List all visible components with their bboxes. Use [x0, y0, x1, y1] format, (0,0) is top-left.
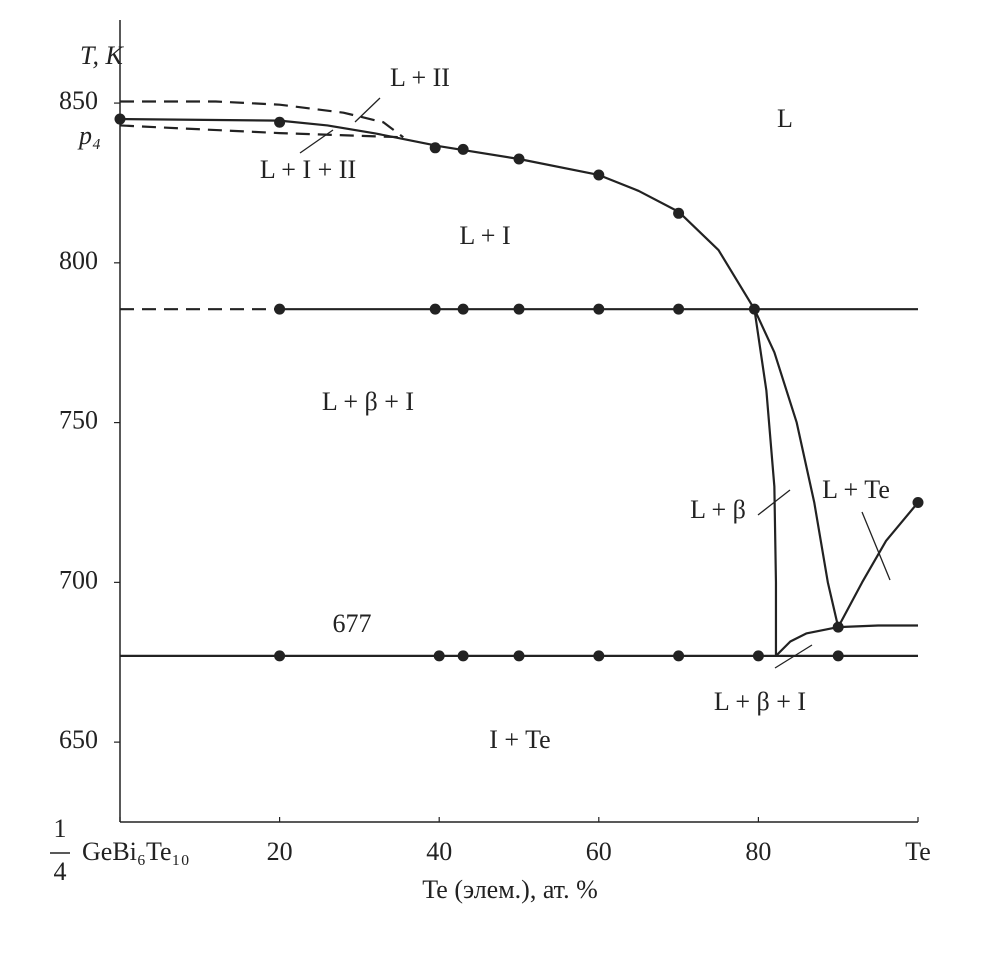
fraction-numerator: 1	[54, 814, 67, 843]
region-label: L + β + I	[714, 687, 806, 716]
phase-boundary	[120, 100, 404, 139]
fraction-denominator: 4	[54, 857, 67, 886]
x-tick-label: 60	[586, 837, 612, 866]
region-label: L + β	[690, 495, 746, 524]
phase-boundary	[775, 624, 918, 657]
data-point	[752, 650, 764, 662]
x-axis-label: Te (элем.), ат. %	[422, 875, 598, 904]
leader-lines	[299, 97, 891, 669]
data-point	[433, 650, 445, 662]
data-point	[457, 143, 469, 155]
data-point	[593, 169, 605, 181]
region-label: L	[777, 104, 793, 133]
phase-boundary	[119, 124, 404, 139]
y-tick-label: 850	[59, 86, 98, 115]
data-point	[274, 116, 286, 128]
leader-line	[354, 97, 381, 123]
x-tick-label: 40	[426, 837, 452, 866]
data-point	[429, 142, 441, 154]
data-point	[513, 303, 525, 315]
region-label: L + II	[390, 63, 450, 92]
data-point	[593, 650, 605, 662]
phase-boundary	[753, 308, 840, 628]
data-point	[912, 496, 924, 508]
data-point	[274, 650, 286, 662]
phase-boundary	[837, 501, 919, 628]
data-point	[673, 650, 685, 662]
region-label: 677	[333, 609, 372, 638]
region-label: L + β + I	[322, 387, 414, 416]
data-point	[114, 113, 126, 125]
x-tick-label: 20	[267, 837, 293, 866]
y-tick-label: 700	[59, 565, 98, 594]
data-point	[673, 303, 685, 315]
phase-boundary	[119, 117, 756, 310]
leader-line	[861, 511, 891, 581]
data-point	[748, 303, 760, 315]
data-point	[513, 153, 525, 165]
data-point	[513, 650, 525, 662]
phase-boundary	[753, 309, 778, 656]
x-tick-label: GeBi₆Te₁₀	[82, 837, 190, 866]
data-point	[673, 207, 685, 219]
y-axis-label: T, K	[80, 41, 125, 70]
region-label: L + Te	[822, 475, 890, 504]
data-point	[832, 621, 844, 633]
data-point	[832, 650, 844, 662]
data-point	[274, 303, 286, 315]
y-tick-label: 800	[59, 246, 98, 275]
region-label: L + I	[459, 221, 510, 250]
region-label: L + I + II	[260, 155, 356, 184]
y-tick-label: 750	[59, 406, 98, 435]
x-tick-label: Te	[905, 837, 931, 866]
data-point	[457, 650, 469, 662]
region-label: I + Te	[489, 725, 550, 754]
y-tick-label: 650	[59, 725, 98, 754]
data-point	[429, 303, 441, 315]
region-label: p₄	[77, 121, 101, 150]
data-point	[457, 303, 469, 315]
x-tick-label: 80	[745, 837, 771, 866]
data-point	[593, 303, 605, 315]
